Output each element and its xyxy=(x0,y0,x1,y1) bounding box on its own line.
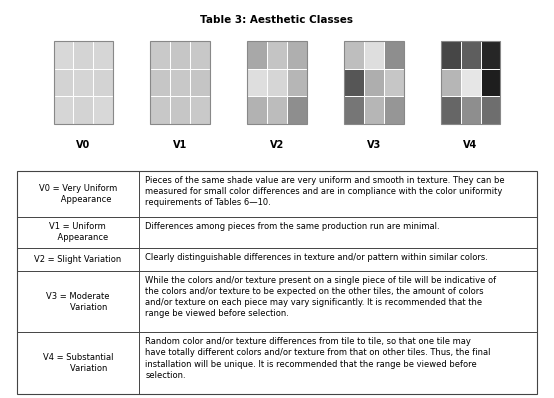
Bar xyxy=(247,41,307,124)
Bar xyxy=(150,41,210,124)
Bar xyxy=(480,96,500,124)
Bar xyxy=(94,96,114,124)
Bar xyxy=(247,68,267,96)
Bar xyxy=(190,96,210,124)
Bar xyxy=(150,96,170,124)
Bar xyxy=(150,68,170,96)
Bar xyxy=(364,96,384,124)
Bar xyxy=(190,68,210,96)
Text: While the colors and/or texture present on a single piece of tile will be indica: While the colors and/or texture present … xyxy=(145,276,496,318)
Text: Table 3: Aesthetic Classes: Table 3: Aesthetic Classes xyxy=(201,15,353,25)
Bar xyxy=(150,41,170,68)
Text: V2: V2 xyxy=(270,140,284,150)
Bar xyxy=(54,41,74,68)
Text: V1: V1 xyxy=(173,140,187,150)
Bar xyxy=(190,41,210,68)
Bar xyxy=(440,41,500,124)
Bar xyxy=(384,41,404,68)
Bar xyxy=(54,96,74,124)
Bar xyxy=(170,41,190,68)
Bar xyxy=(267,41,287,68)
Bar xyxy=(344,41,404,124)
Text: Pieces of the same shade value are very uniform and smooth in texture. They can : Pieces of the same shade value are very … xyxy=(145,176,505,207)
Bar xyxy=(460,96,480,124)
Bar xyxy=(460,68,480,96)
Text: V3 = Moderate
        Variation: V3 = Moderate Variation xyxy=(46,292,110,312)
Bar xyxy=(440,96,460,124)
Bar xyxy=(344,68,364,96)
Bar xyxy=(74,96,94,124)
Text: Random color and/or texture differences from tile to tile, so that one tile may
: Random color and/or texture differences … xyxy=(145,338,491,380)
Bar xyxy=(460,41,480,68)
Bar xyxy=(94,68,114,96)
Bar xyxy=(480,68,500,96)
Bar xyxy=(247,96,267,124)
Bar xyxy=(287,96,307,124)
Bar xyxy=(287,68,307,96)
Text: V4: V4 xyxy=(464,140,478,150)
Bar xyxy=(94,41,114,68)
Text: V1 = Uniform
    Appearance: V1 = Uniform Appearance xyxy=(47,222,109,242)
Text: V0: V0 xyxy=(76,140,90,150)
Bar xyxy=(287,41,307,68)
Bar xyxy=(74,68,94,96)
Bar xyxy=(344,41,364,68)
Bar xyxy=(54,41,114,124)
Bar xyxy=(364,41,384,68)
Text: Clearly distinguishable differences in texture and/or pattern within similar col: Clearly distinguishable differences in t… xyxy=(145,253,488,261)
Text: V0 = Very Uniform
      Appearance: V0 = Very Uniform Appearance xyxy=(39,184,117,204)
Bar xyxy=(440,41,460,68)
Bar xyxy=(170,96,190,124)
Bar xyxy=(480,41,500,68)
Bar xyxy=(54,68,74,96)
Text: Differences among pieces from the same production run are minimal.: Differences among pieces from the same p… xyxy=(145,222,440,231)
Bar xyxy=(247,41,267,68)
Bar xyxy=(440,68,460,96)
Bar xyxy=(267,96,287,124)
Bar xyxy=(267,68,287,96)
Bar xyxy=(344,96,364,124)
Bar xyxy=(364,68,384,96)
Bar xyxy=(170,68,190,96)
Text: V2 = Slight Variation: V2 = Slight Variation xyxy=(34,255,121,264)
Text: V3: V3 xyxy=(367,140,381,150)
Bar xyxy=(74,41,94,68)
Text: V4 = Substantial
        Variation: V4 = Substantial Variation xyxy=(43,353,113,373)
Bar xyxy=(384,68,404,96)
Bar xyxy=(384,96,404,124)
